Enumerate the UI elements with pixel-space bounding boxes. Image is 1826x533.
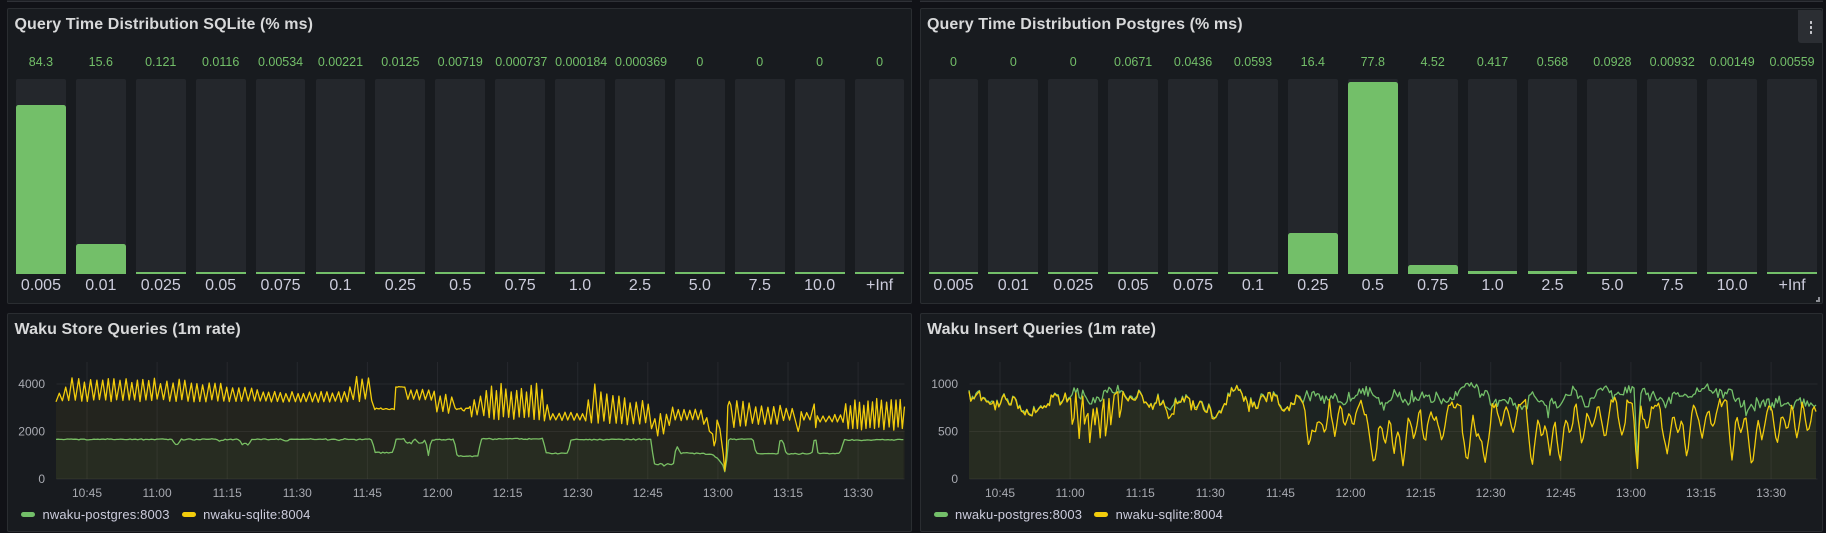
svg-text:13:30: 13:30 — [843, 486, 873, 500]
svg-text:12:00: 12:00 — [422, 486, 452, 500]
svg-text:10:45: 10:45 — [72, 486, 102, 500]
svg-text:11:45: 11:45 — [353, 486, 382, 500]
svg-text:0: 0 — [38, 472, 45, 486]
svg-text:2000: 2000 — [18, 425, 45, 439]
svg-text:12:45: 12:45 — [633, 486, 663, 500]
svg-text:12:15: 12:15 — [493, 486, 523, 500]
svg-text:500: 500 — [937, 425, 957, 439]
svg-text:0: 0 — [951, 472, 958, 486]
svg-text:12:30: 12:30 — [1475, 486, 1505, 500]
svg-text:10:45: 10:45 — [984, 486, 1014, 500]
svg-text:11:15: 11:15 — [213, 486, 242, 500]
svg-text:13:15: 13:15 — [1685, 486, 1715, 500]
svg-text:11:15: 11:15 — [1125, 486, 1154, 500]
svg-text:11:00: 11:00 — [1055, 486, 1084, 500]
svg-text:13:30: 13:30 — [1756, 486, 1786, 500]
svg-text:11:00: 11:00 — [143, 486, 172, 500]
svg-text:12:30: 12:30 — [563, 486, 593, 500]
svg-text:13:00: 13:00 — [703, 486, 733, 500]
svg-text:1000: 1000 — [931, 377, 958, 391]
svg-text:12:15: 12:15 — [1405, 486, 1435, 500]
svg-text:11:45: 11:45 — [1265, 486, 1294, 500]
svg-text:13:00: 13:00 — [1615, 486, 1645, 500]
svg-text:13:15: 13:15 — [773, 486, 803, 500]
svg-text:11:30: 11:30 — [1195, 486, 1224, 500]
svg-text:12:45: 12:45 — [1545, 486, 1575, 500]
svg-text:4000: 4000 — [18, 377, 45, 391]
svg-text:12:00: 12:00 — [1335, 486, 1365, 500]
svg-text:11:30: 11:30 — [283, 486, 312, 500]
